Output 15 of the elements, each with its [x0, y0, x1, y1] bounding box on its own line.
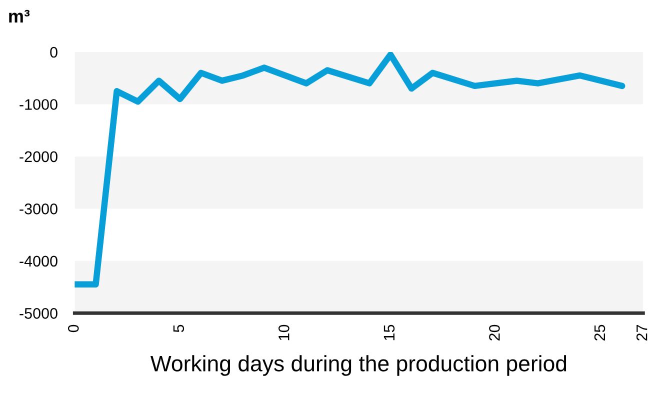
- x-tick-label: 20: [489, 324, 500, 340]
- x-tick-label: 10: [278, 324, 290, 340]
- y-tick-label: 0: [50, 46, 58, 58]
- y-tick-label: -3000: [20, 204, 58, 214]
- x-tick-label: 5: [173, 324, 184, 332]
- y-axis-title: m³: [9, 10, 30, 22]
- x-tick-label: 25: [594, 324, 606, 340]
- x-axis-title: Working days during the production period: [150, 355, 566, 376]
- x-tick-label: 0: [68, 324, 79, 332]
- x-tick-label: 27: [636, 325, 648, 340]
- x-tick-label: 15: [384, 324, 395, 340]
- y-tick-label: -2000: [20, 151, 58, 162]
- y-tick-label: -5000: [20, 308, 58, 319]
- y-tick-label: -4000: [20, 256, 58, 267]
- y-tick-label: -1000: [20, 99, 58, 110]
